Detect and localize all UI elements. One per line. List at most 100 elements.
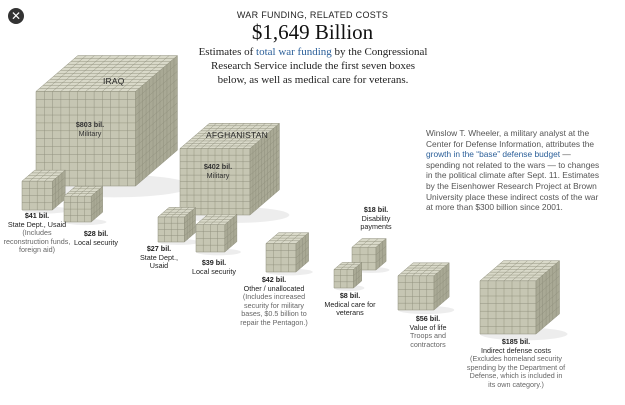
afghanistan-cube-grid xyxy=(249,143,280,169)
other-42-cube-grid xyxy=(295,239,309,251)
indirect-185-cube-grid xyxy=(535,298,560,319)
medical-8-category: Medical care for veterans xyxy=(324,299,376,318)
indirect-185-cube-grid xyxy=(535,290,560,312)
disability-18-cube-grid xyxy=(359,238,371,248)
medical-8-amount: $8 bil. xyxy=(339,291,361,300)
afghanistan-military-label: $402 bil. Military xyxy=(190,162,246,180)
value-of-life-56-cube-grid xyxy=(433,269,450,283)
value-of-life-56-cube-grid xyxy=(433,276,450,290)
page-title: $1,649 Billion xyxy=(251,20,374,44)
state-usaid-41-detail: (Includes reconstruction funds, foreign … xyxy=(3,228,71,255)
total-war-funding-link[interactable]: total war funding xyxy=(256,46,332,58)
other-42-category: Other / unallocated xyxy=(243,283,305,293)
value-of-life-56-cube-grid xyxy=(433,283,450,297)
afghanistan-cube-grid xyxy=(221,123,252,149)
local-security-28-cube-grid xyxy=(91,199,103,210)
indirect-185-cube-grid xyxy=(511,260,536,281)
state-usaid-41-cube-grid xyxy=(52,177,66,189)
value-of-life-56-cube-grid xyxy=(433,290,450,304)
iraq-military-label: $803 bil. Military xyxy=(62,120,118,138)
other-42-cube-grid xyxy=(295,246,309,258)
medical-8-label: $8 bil. Medical care for veterans xyxy=(318,291,382,318)
medical-8-cube-front xyxy=(333,269,354,289)
indirect-185-cube-grid xyxy=(535,268,560,289)
state-usaid-41-label: $41 bil. State Dept., Usaid (Includes reco… xyxy=(2,211,72,255)
state-usaid-27-cube-grid xyxy=(177,207,190,218)
indirect-185-cube-grid xyxy=(535,306,560,327)
state-usaid-41-cube-grid xyxy=(52,184,66,196)
indirect-185-amount: $185 bil. xyxy=(501,337,531,346)
state-usaid-27-amount: $27 bil. xyxy=(146,244,172,253)
intro-text-start: Estimates of xyxy=(198,46,257,58)
afghanistan-cube-grid xyxy=(242,123,273,149)
iraq-amount: $803 bil. xyxy=(75,120,105,129)
local-security-28-amount: $28 bil. xyxy=(83,229,109,238)
local-security-28-cube-grid xyxy=(77,186,90,197)
value-of-life-56-label: $56 bil. Value of life Troops and contract… xyxy=(396,314,460,349)
value-of-life-56-cube-grid xyxy=(426,262,443,276)
indirect-185-cube-top xyxy=(479,260,560,282)
afghanistan-cube-grid xyxy=(249,129,280,156)
state-usaid-41-cube-grid xyxy=(37,169,51,182)
medical-8-cube-grid xyxy=(346,262,356,270)
indirect-185-cube-grid xyxy=(519,260,544,281)
local-security-39-amount: $39 bil. xyxy=(201,258,227,267)
local-security-39-cube-grid xyxy=(224,220,238,232)
state-usaid-27-cube-grid xyxy=(184,213,196,224)
indirect-185-label: $185 bil. Indirect defense costs (Excludes… xyxy=(466,337,566,390)
close-icon[interactable]: ✕ xyxy=(8,8,24,24)
state-usaid-27-category: State Dept., Usaid xyxy=(140,252,178,271)
analysis-note-start: Winslow T. Wheeler, a military analyst a… xyxy=(426,128,595,149)
indirect-185-cube-grid xyxy=(535,283,560,304)
indirect-185-detail: (Excludes homeland security spending by … xyxy=(466,354,566,389)
iraq-cube-grid xyxy=(118,55,161,92)
value-of-life-56-cube-top xyxy=(397,262,450,277)
value-of-life-56-amount: $56 bil. xyxy=(415,314,441,323)
iraq-cube-grid xyxy=(135,63,178,100)
local-security-28-cube-grid xyxy=(91,192,103,203)
local-security-28-category: Local security xyxy=(74,237,118,247)
disability-18-label: $18 bil. Disability payments xyxy=(348,205,404,232)
kicker: WAR FUNDING, RELATED COSTS xyxy=(236,10,389,20)
disability-18-cube-grid xyxy=(375,245,387,255)
medical-8-cube-grid xyxy=(340,262,349,270)
analysis-note: Winslow T. Wheeler, a military analyst a… xyxy=(426,128,606,213)
afghanistan-cube-grid xyxy=(228,123,259,149)
state-usaid-41-category: State Dept., Usaid xyxy=(7,219,67,229)
afghanistan-cube-grid xyxy=(249,149,280,176)
state-usaid-27-label: $27 bil. State Dept., Usaid xyxy=(134,244,184,271)
other-42-cube-grid xyxy=(280,232,294,244)
afghanistan-cube-grid xyxy=(235,123,266,149)
disability-18-category: Disability payments xyxy=(360,213,392,232)
state-usaid-41-cube-grid xyxy=(44,169,58,182)
other-42-amount: $42 bil. xyxy=(261,275,287,284)
iraq-label: IRAQ xyxy=(103,76,125,86)
afghanistan-category: Military xyxy=(206,170,230,180)
value-of-life-56-cube-grid xyxy=(405,262,421,276)
base-budget-link[interactable]: growth in the “base” defense budget xyxy=(426,149,561,160)
indirect-185-cube-grid xyxy=(535,275,560,297)
intro-text-end: by the Congressional Research Service in… xyxy=(210,46,428,86)
value-of-life-56-cube-grid xyxy=(412,262,428,276)
other-42-cube-grid xyxy=(288,232,302,244)
medical-8-cube-grid xyxy=(353,268,362,276)
local-security-39-cube-grid xyxy=(224,227,238,239)
indirect-185-cube-grid xyxy=(487,260,512,281)
afghanistan-cube-grid xyxy=(214,123,245,149)
iraq-cube-grid xyxy=(135,71,178,108)
indirect-185-cube-grid xyxy=(503,260,528,281)
local-security-39-cube-grid xyxy=(217,214,230,225)
indirect-185-category: Indirect defense costs xyxy=(481,345,551,355)
afghanistan-cube-grid xyxy=(249,136,280,162)
iraq-cube-grid xyxy=(127,55,170,92)
local-security-39-category: Local security xyxy=(192,266,236,276)
state-usaid-41-amount: $41 bil. xyxy=(24,211,50,220)
state-usaid-27-cube-grid xyxy=(171,207,183,218)
intro-text: Estimates of total war funding by the Co… xyxy=(198,45,428,87)
other-42-label: $42 bil. Other / unallocated (Includes inc… xyxy=(234,275,314,328)
indirect-185-cube-grid xyxy=(495,260,520,281)
value-of-life-56-cube-grid xyxy=(419,262,435,276)
iraq-category: Military xyxy=(78,128,102,138)
local-security-39-cube-grid xyxy=(210,214,223,225)
disability-18-cube-grid xyxy=(367,238,379,248)
